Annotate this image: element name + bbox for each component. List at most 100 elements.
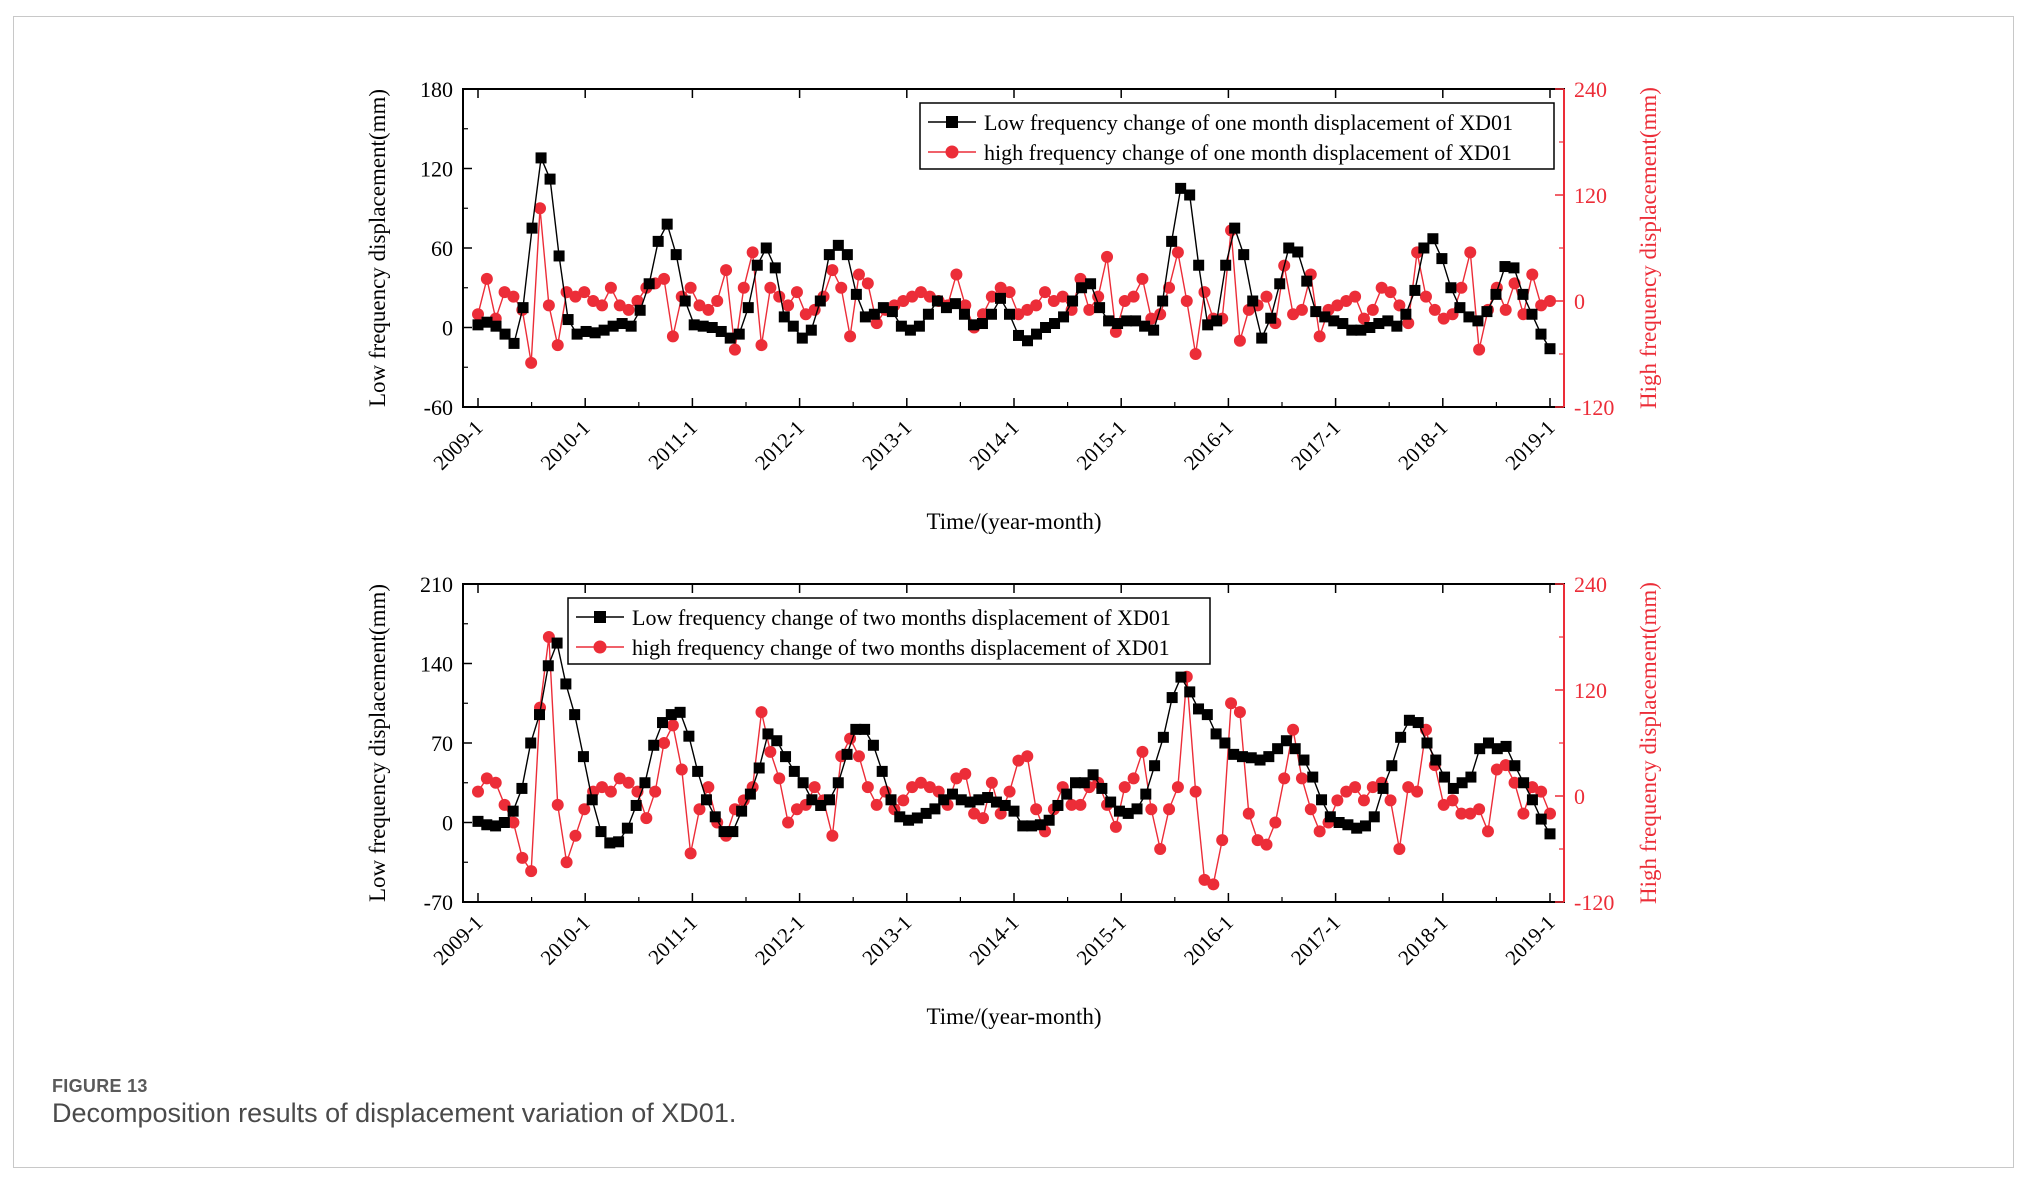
data-point-low bbox=[976, 318, 988, 330]
y2-tick-label: 240 bbox=[1574, 572, 1607, 597]
data-point-low bbox=[877, 302, 889, 314]
data-point-high bbox=[542, 299, 555, 312]
data-point-low bbox=[553, 250, 565, 262]
data-point-high bbox=[1171, 781, 1184, 794]
data-point-high bbox=[808, 303, 821, 316]
data-point-high bbox=[1508, 776, 1521, 789]
data-point-low bbox=[1085, 278, 1097, 290]
data-point-low bbox=[1544, 828, 1556, 840]
data-point-low bbox=[534, 709, 546, 721]
y2-tick-label: 0 bbox=[1574, 289, 1585, 314]
data-point-low bbox=[823, 249, 835, 261]
data-point-high bbox=[1526, 781, 1539, 794]
data-point-low bbox=[913, 320, 925, 332]
data-point-low bbox=[1454, 302, 1466, 314]
data-point-low bbox=[1193, 703, 1205, 715]
data-point-low bbox=[679, 295, 691, 307]
data-point-low bbox=[1157, 731, 1169, 743]
data-point-low bbox=[1031, 328, 1043, 340]
data-point-high bbox=[1003, 286, 1016, 299]
data-point-low bbox=[885, 794, 897, 806]
data-point-low bbox=[967, 319, 979, 331]
data-point-low bbox=[1096, 782, 1108, 794]
y-tick-label: 140 bbox=[420, 652, 453, 677]
data-point-high bbox=[569, 829, 582, 842]
data-point-low bbox=[1184, 686, 1196, 698]
y2-tick-label: 120 bbox=[1574, 183, 1607, 208]
data-point-low bbox=[1094, 302, 1106, 314]
data-point-low bbox=[815, 799, 827, 811]
x-tick-label: 2016-1 bbox=[1179, 416, 1238, 475]
data-point-low bbox=[472, 815, 484, 827]
y2-tick-label: -120 bbox=[1574, 395, 1614, 420]
data-point-low bbox=[1364, 322, 1376, 333]
data-point-low bbox=[613, 836, 625, 848]
data-point-low bbox=[841, 249, 853, 261]
data-point-high bbox=[790, 803, 803, 816]
data-point-high bbox=[1393, 299, 1406, 312]
data-point-high bbox=[976, 812, 989, 825]
data-point-low bbox=[481, 316, 493, 328]
data-point-low bbox=[560, 678, 572, 690]
data-point-low bbox=[1359, 820, 1371, 832]
data-point-high bbox=[489, 776, 502, 789]
data-point-low bbox=[1238, 249, 1250, 261]
data-point-low bbox=[787, 320, 799, 332]
data-point-low bbox=[929, 803, 941, 815]
data-point-low bbox=[1026, 820, 1038, 832]
data-point-high bbox=[1473, 343, 1486, 356]
data-point-high bbox=[596, 299, 609, 312]
data-point-high bbox=[1030, 299, 1043, 312]
data-point-low bbox=[769, 262, 781, 274]
y-tick-label: 180 bbox=[420, 77, 453, 102]
y-axis-right: -120 0 120 240 bbox=[1555, 572, 1614, 915]
data-point-low bbox=[1272, 743, 1284, 755]
data-point-high bbox=[1464, 246, 1477, 259]
data-point-low bbox=[876, 765, 888, 777]
data-point-low bbox=[894, 811, 906, 823]
data-point-high bbox=[1127, 290, 1140, 303]
legend-box bbox=[567, 597, 1211, 665]
data-point-high bbox=[1269, 816, 1282, 829]
data-point-high bbox=[1437, 312, 1450, 325]
data-point-high bbox=[1171, 246, 1184, 259]
data-point-low bbox=[1544, 343, 1556, 355]
data-point-high bbox=[861, 781, 874, 794]
data-point-low bbox=[709, 811, 721, 823]
data-point-low bbox=[688, 319, 700, 331]
data-point-high bbox=[1118, 295, 1131, 307]
legend-box bbox=[919, 102, 1555, 170]
chart-one-month: 2009-1 2010-1 2011-1 2012-1 2013-1 2014-1 2015… bbox=[365, 77, 1661, 534]
data-point-low bbox=[1535, 328, 1547, 340]
data-point-high bbox=[1109, 820, 1122, 833]
data-point-high bbox=[693, 299, 706, 312]
figure-caption: Decomposition results of displacement va… bbox=[52, 1098, 737, 1128]
data-point-low bbox=[697, 320, 709, 332]
y2-tick-label: 240 bbox=[1574, 77, 1607, 102]
data-point-low bbox=[1148, 324, 1160, 336]
legend-marker-high bbox=[945, 145, 959, 159]
data-point-high bbox=[1535, 299, 1548, 312]
data-point-low bbox=[630, 799, 642, 811]
data-point-high bbox=[1233, 706, 1246, 719]
data-point-low bbox=[744, 788, 756, 800]
data-point-high bbox=[1225, 697, 1238, 710]
data-point-low bbox=[1307, 771, 1319, 783]
data-point-high bbox=[604, 785, 617, 798]
data-point-high bbox=[950, 772, 963, 785]
data-point-low bbox=[715, 325, 727, 337]
data-point-high bbox=[1402, 317, 1415, 330]
data-point-low bbox=[1043, 814, 1055, 826]
data-point-low bbox=[895, 320, 907, 332]
data-point-low bbox=[1061, 788, 1073, 800]
data-point-low bbox=[674, 706, 686, 718]
data-point-low bbox=[508, 337, 520, 349]
data-point-high bbox=[720, 264, 733, 277]
x-tick-label: 2018-1 bbox=[1393, 911, 1452, 970]
data-point-low bbox=[1436, 253, 1448, 265]
data-point-high bbox=[498, 286, 511, 299]
x-tick-label: 2017-1 bbox=[1286, 911, 1345, 970]
data-point-high bbox=[1154, 843, 1167, 855]
legend-label-high: high frequency change of two months disp… bbox=[632, 635, 1170, 660]
data-point-high bbox=[1464, 807, 1477, 820]
